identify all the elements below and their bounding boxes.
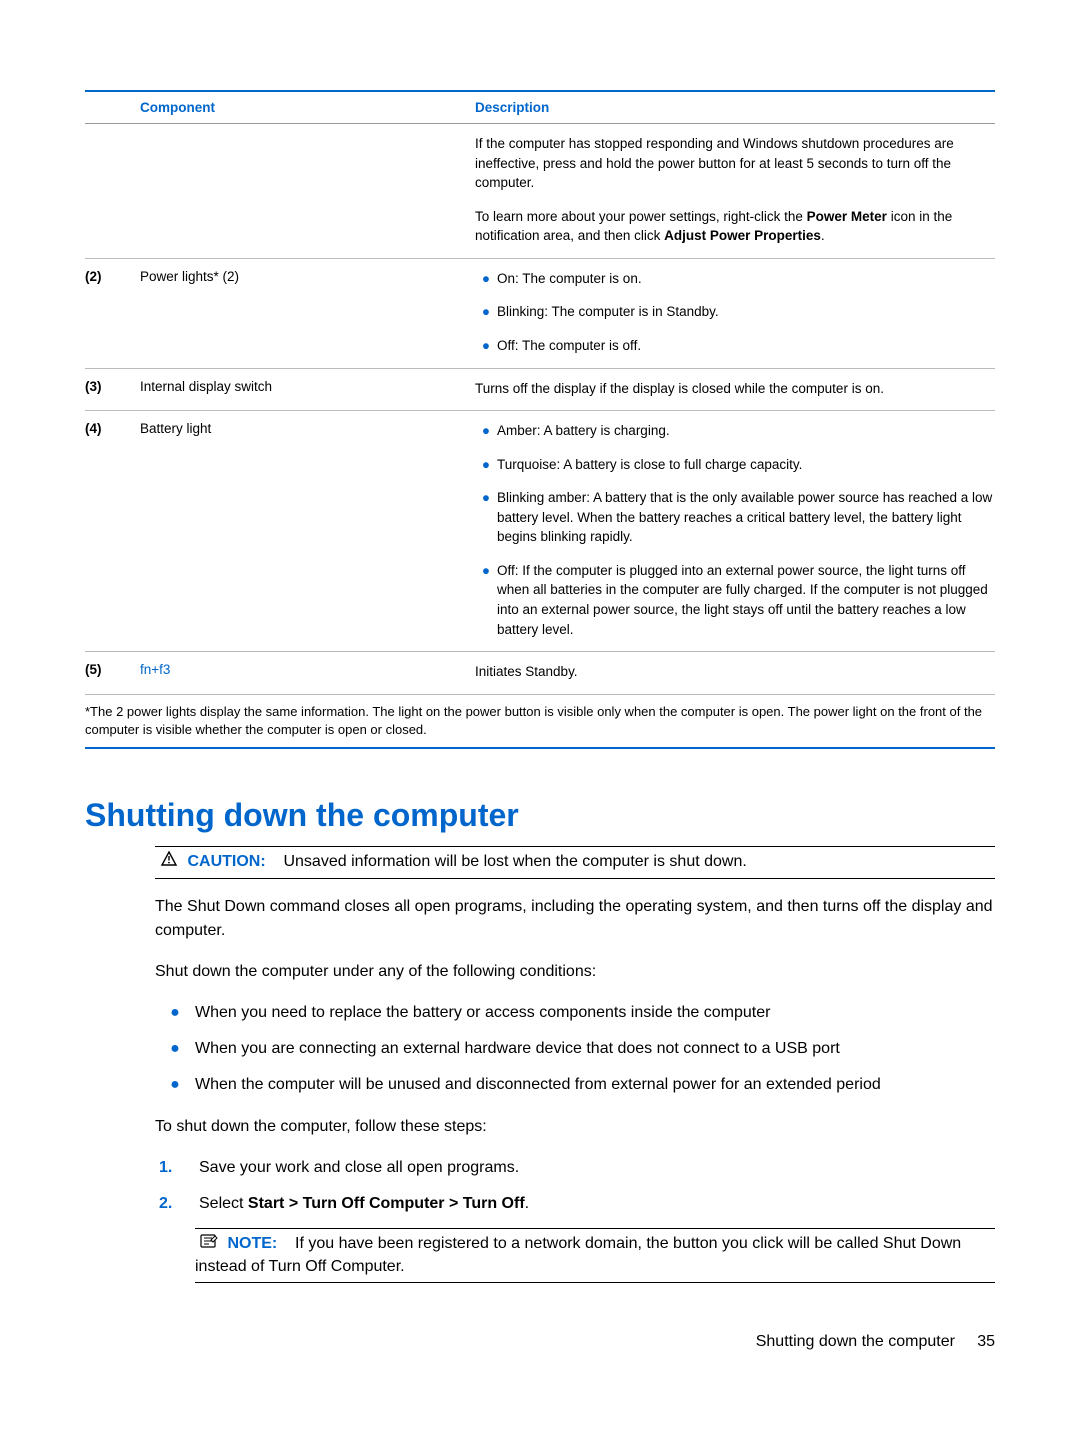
bullet-item: ●Turquoise: A battery is close to full c… — [475, 455, 995, 475]
step-number: 1. — [155, 1156, 199, 1180]
bullet-text: When the computer will be unused and dis… — [195, 1073, 995, 1097]
bullet-item: ●Off: The computer is off. — [475, 336, 995, 356]
page-footer: Shutting down the computer 35 — [85, 1333, 995, 1351]
bullet-icon: ● — [475, 455, 497, 475]
note-text: If you have been registered to a network… — [195, 1235, 961, 1274]
bullet-item: ●Amber: A battery is charging. — [475, 421, 995, 441]
caution-label: CAUTION: — [187, 853, 265, 870]
header-description: Description — [475, 100, 995, 115]
row-num: (2) — [85, 269, 140, 356]
steps-list: 1. Save your work and close all open pro… — [155, 1156, 995, 1216]
bullet-icon: ● — [475, 302, 497, 322]
bullet-icon: ● — [155, 1001, 195, 1025]
header-component: Component — [140, 100, 475, 115]
bullet-item: ●Blinking amber: A battery that is the o… — [475, 488, 995, 547]
row-num — [85, 134, 140, 246]
step-item: 1. Save your work and close all open pro… — [155, 1156, 995, 1180]
caution-callout: CAUTION: Unsaved information will be los… — [155, 846, 995, 879]
row-description: ●On: The computer is on. ●Blinking: The … — [475, 269, 995, 356]
body-paragraph: The Shut Down command closes all open pr… — [155, 895, 995, 941]
row-component: fn+f3 — [140, 662, 475, 682]
table-row: (2) Power lights* (2) ●On: The computer … — [85, 259, 995, 369]
bullet-text: Blinking: The computer is in Standby. — [497, 302, 995, 322]
row-description: If the computer has stopped responding a… — [475, 134, 995, 246]
bold-text: Power Meter — [807, 209, 887, 224]
bullet-item: ●Off: If the computer is plugged into an… — [475, 561, 995, 639]
table-header-row: Component Description — [85, 92, 995, 124]
bullet-text: Off: The computer is off. — [497, 336, 995, 356]
step-text: Save your work and close all open progra… — [199, 1156, 995, 1180]
bullet-icon: ● — [475, 421, 497, 441]
table-row: If the computer has stopped responding a… — [85, 124, 995, 259]
note-label: NOTE: — [227, 1235, 277, 1252]
bold-text: Start > Turn Off Computer > Turn Off — [248, 1195, 525, 1212]
bullet-icon: ● — [475, 488, 497, 547]
text: To learn more about your power settings,… — [475, 209, 807, 224]
text: Select — [199, 1195, 248, 1212]
bullet-text: Blinking amber: A battery that is the on… — [497, 488, 995, 547]
row-description: Turns off the display if the display is … — [475, 379, 995, 399]
conditions-list: ●When you need to replace the battery or… — [155, 1001, 995, 1097]
bullet-item: ●On: The computer is on. — [475, 269, 995, 289]
bullet-text: Amber: A battery is charging. — [497, 421, 995, 441]
row-component: Internal display switch — [140, 379, 475, 399]
text: . — [525, 1195, 529, 1212]
bullet-item: ●Blinking: The computer is in Standby. — [475, 302, 995, 322]
row-component: Battery light — [140, 421, 475, 639]
body-paragraph: To shut down the computer, follow these … — [155, 1115, 995, 1138]
list-item: ●When you are connecting an external har… — [155, 1037, 995, 1061]
bullet-text: When you are connecting an external hard… — [195, 1037, 995, 1061]
row-component — [140, 134, 475, 246]
bullet-text: When you need to replace the battery or … — [195, 1001, 995, 1025]
list-item: ●When you need to replace the battery or… — [155, 1001, 995, 1025]
caution-text: Unsaved information will be lost when th… — [283, 853, 746, 870]
note-callout: NOTE: If you have been registered to a n… — [195, 1228, 995, 1283]
table-row: (5) fn+f3 Initiates Standby. — [85, 652, 995, 694]
bullet-text: Turquoise: A battery is close to full ch… — [497, 455, 995, 475]
bullet-text: On: The computer is on. — [497, 269, 995, 289]
text: . — [821, 228, 825, 243]
step-number: 2. — [155, 1192, 199, 1216]
component-table: Component Description If the computer ha… — [85, 90, 995, 749]
table-row: (4) Battery light ●Amber: A battery is c… — [85, 411, 995, 652]
footer-page-number: 35 — [977, 1333, 995, 1350]
footer-section-name: Shutting down the computer — [756, 1333, 955, 1350]
body-paragraph: Shut down the computer under any of the … — [155, 960, 995, 983]
table-footnote: *The 2 power lights display the same inf… — [85, 694, 995, 747]
desc-paragraph: If the computer has stopped responding a… — [475, 134, 995, 193]
caution-icon — [155, 851, 183, 874]
desc-paragraph: To learn more about your power settings,… — [475, 207, 995, 246]
bold-text: Adjust Power Properties — [664, 228, 821, 243]
note-icon — [195, 1233, 223, 1255]
bullet-icon: ● — [475, 336, 497, 356]
bullet-icon: ● — [475, 561, 497, 639]
header-spacer — [85, 100, 140, 115]
row-description: ●Amber: A battery is charging. ●Turquois… — [475, 421, 995, 639]
row-num: (5) — [85, 662, 140, 682]
table-row: (3) Internal display switch Turns off th… — [85, 369, 995, 412]
row-component: Power lights* (2) — [140, 269, 475, 356]
row-num: (4) — [85, 421, 140, 639]
bullet-icon: ● — [155, 1037, 195, 1061]
step-item: 2. Select Start > Turn Off Computer > Tu… — [155, 1192, 995, 1216]
bullet-icon: ● — [475, 269, 497, 289]
row-description: Initiates Standby. — [475, 662, 995, 682]
list-item: ●When the computer will be unused and di… — [155, 1073, 995, 1097]
bullet-text: Off: If the computer is plugged into an … — [497, 561, 995, 639]
document-page: Component Description If the computer ha… — [0, 0, 1080, 1411]
section-heading: Shutting down the computer — [85, 797, 995, 834]
step-text: Select Start > Turn Off Computer > Turn … — [199, 1192, 995, 1216]
row-num: (3) — [85, 379, 140, 399]
bullet-icon: ● — [155, 1073, 195, 1097]
